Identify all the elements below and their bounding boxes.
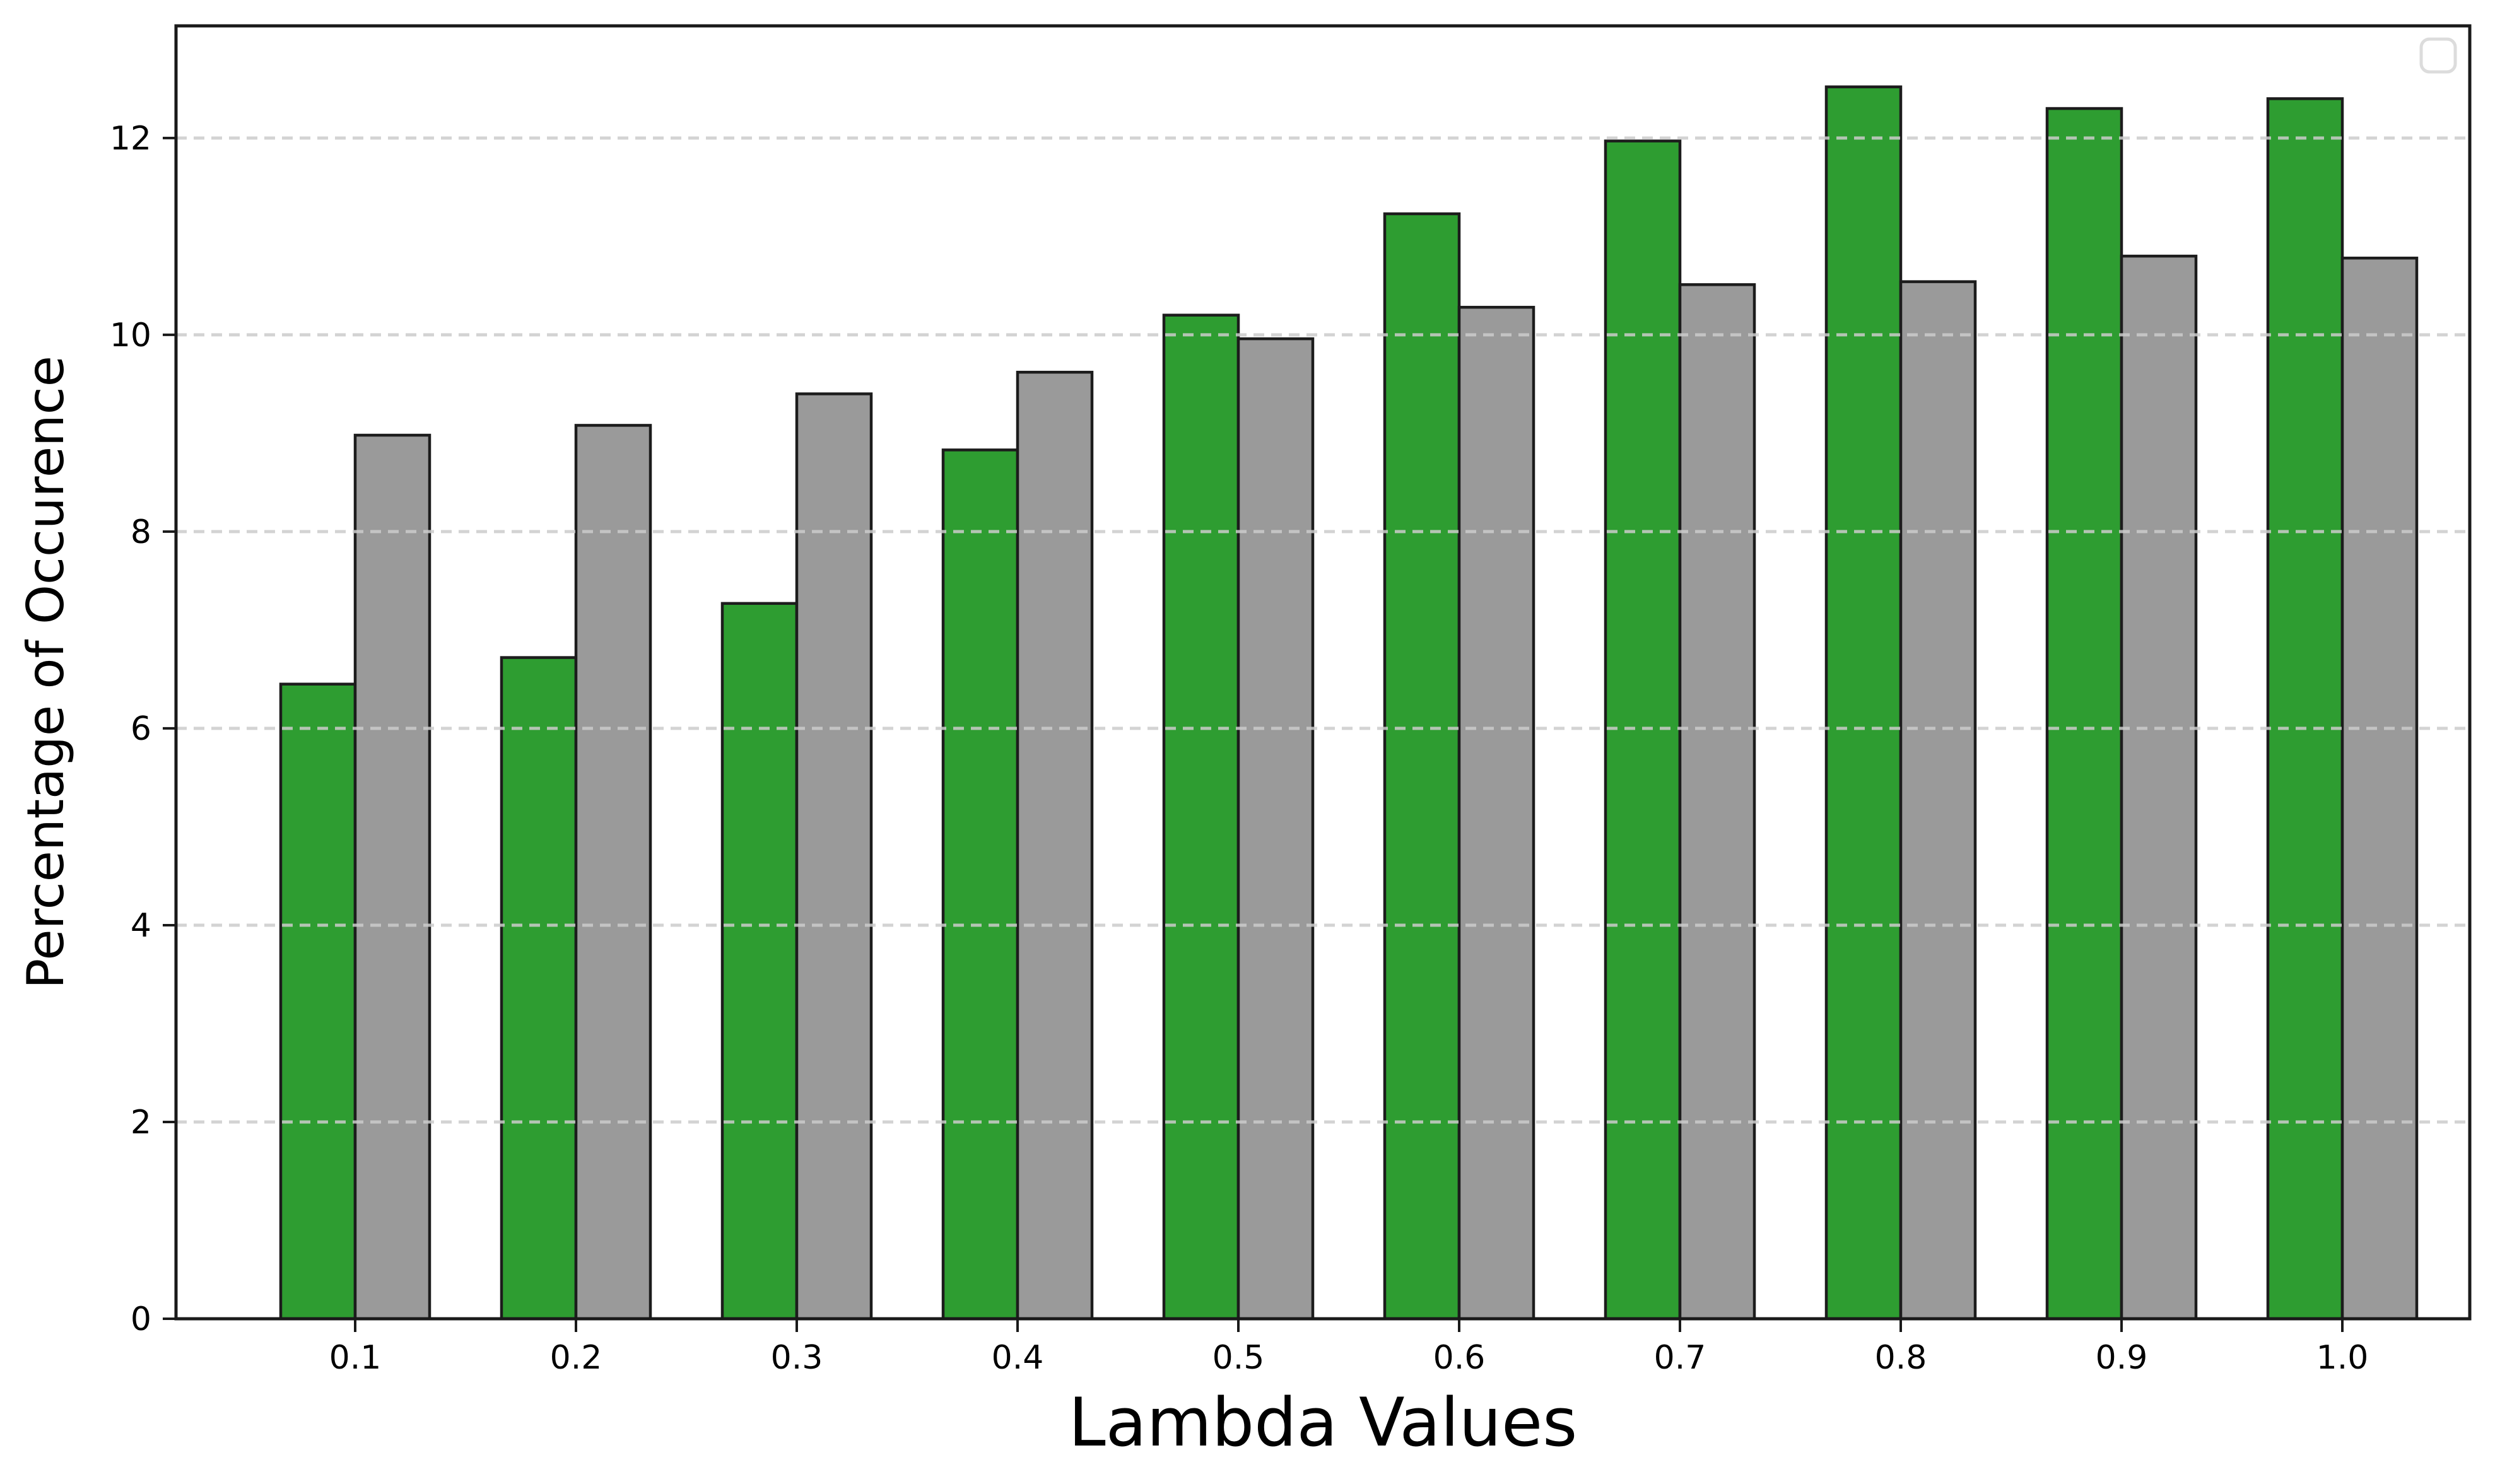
x-tick-label-0.8: 0.8 bbox=[1875, 1339, 1927, 1377]
tick-labels-layer: 0 2 4 6 8 10 12 0.1 0.2 0.3 0.4 0.5 0.6 0.7 0.8 0.9 1.0 bbox=[110, 120, 2369, 1377]
y-tick-label-8: 8 bbox=[131, 513, 151, 551]
bar-gray-1.0 bbox=[2340, 256, 2419, 1321]
bar-green-0.9 bbox=[2045, 107, 2123, 1321]
x-tick-label-0.4: 0.4 bbox=[992, 1339, 1044, 1377]
x-axis-title: Lambda Values bbox=[1069, 1384, 1578, 1461]
bar-green-0.2 bbox=[500, 656, 578, 1321]
x-tick-label-0.1: 0.1 bbox=[329, 1339, 382, 1377]
bar-gray-0.9 bbox=[2120, 254, 2198, 1321]
bar-gray-0.4 bbox=[1016, 370, 1094, 1321]
bar-gray-0.3 bbox=[795, 392, 873, 1321]
ticks-layer bbox=[163, 136, 2344, 1332]
y-tick-label-4: 4 bbox=[131, 907, 151, 945]
bar-green-0.4 bbox=[941, 448, 1019, 1321]
x-tick-label-0.9: 0.9 bbox=[2096, 1339, 2148, 1377]
y-tick-label-6: 6 bbox=[131, 710, 151, 748]
x-tick-label-0.7: 0.7 bbox=[1654, 1339, 1706, 1377]
bar-gray-0.8 bbox=[1899, 280, 1977, 1321]
y-tick-label-2: 2 bbox=[131, 1104, 151, 1142]
bar-gray-0.6 bbox=[1457, 305, 1535, 1321]
y-tick-label-12: 12 bbox=[110, 120, 151, 158]
y-axis-title: Percentage of Occurence bbox=[16, 356, 75, 989]
y-tick-label-10: 10 bbox=[110, 317, 151, 354]
legend-box bbox=[2419, 37, 2457, 74]
bar-green-0.3 bbox=[720, 602, 799, 1321]
x-tick-label-0.6: 0.6 bbox=[1433, 1339, 1486, 1377]
bars-layer bbox=[279, 85, 2419, 1321]
x-tick-label-0.5: 0.5 bbox=[1212, 1339, 1265, 1377]
grid-layer bbox=[176, 136, 2470, 1124]
bar-green-0.6 bbox=[1383, 212, 1461, 1321]
bar-green-1.0 bbox=[2266, 97, 2344, 1321]
bar-gray-0.5 bbox=[1236, 337, 1315, 1321]
bar-gray-0.1 bbox=[353, 433, 431, 1321]
y-tick-label-0: 0 bbox=[131, 1300, 151, 1338]
bar-green-0.8 bbox=[1824, 85, 1903, 1321]
bar-green-0.5 bbox=[1162, 313, 1240, 1321]
bar-gray-0.2 bbox=[574, 424, 652, 1321]
x-tick-label-1.0: 1.0 bbox=[2316, 1339, 2369, 1377]
x-tick-label-0.3: 0.3 bbox=[771, 1339, 823, 1377]
plot-border bbox=[174, 24, 2472, 1321]
bar-gray-0.7 bbox=[1678, 283, 1756, 1321]
x-tick-label-0.2: 0.2 bbox=[550, 1339, 602, 1377]
bar-green-0.1 bbox=[279, 682, 357, 1321]
